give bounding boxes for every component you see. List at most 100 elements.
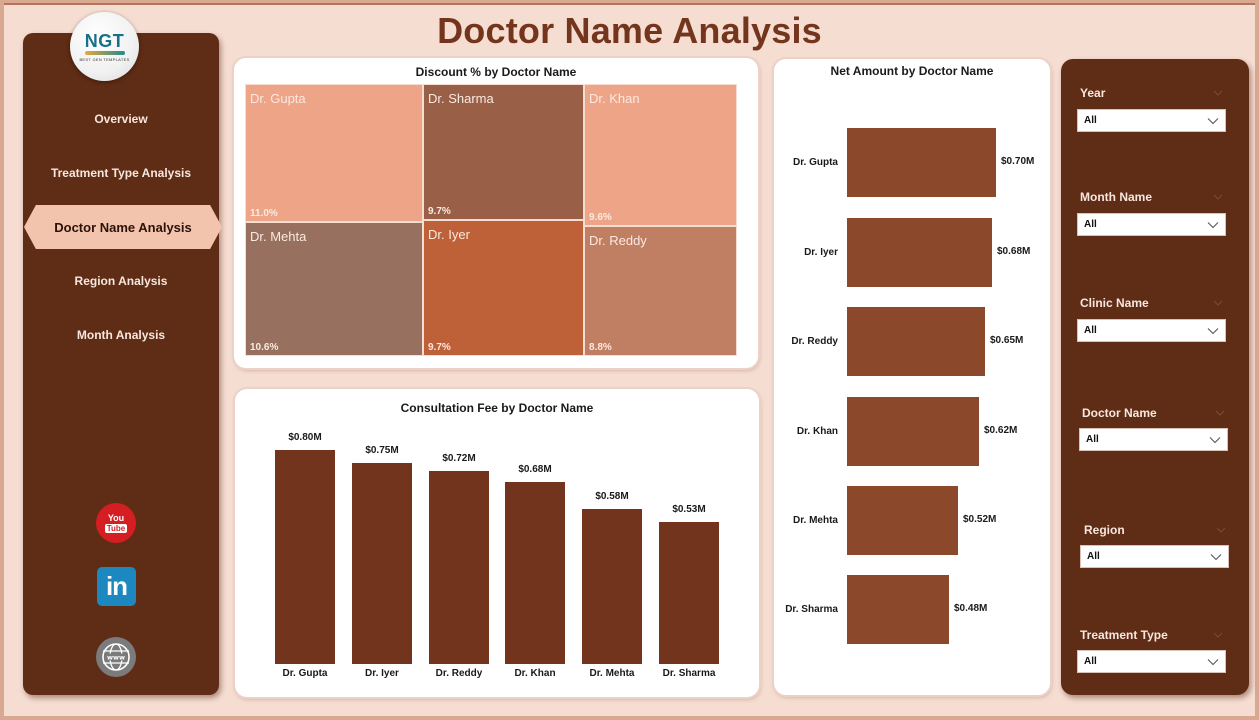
chevron-down-icon [1207,658,1219,665]
treemap-tile-iyer[interactable]: Dr. Iyer 9.7% [423,220,584,356]
bar-value-label: $0.72M [442,453,476,464]
slicer-label-clinic-name: Clinic Name [1080,296,1149,310]
x-axis-label: Dr. Sharma [662,668,716,679]
nav-item-label: Region Analysis [74,274,168,288]
chevron-down-icon [1213,194,1223,200]
bar-dr-mehta[interactable] [582,509,642,664]
filter-panel [1061,59,1249,695]
bar-dr-khan[interactable] [505,482,565,664]
treemap-tile-gupta[interactable]: Dr. Gupta 11.0% [245,84,423,222]
linkedin-text: in [105,571,128,601]
chevron-down-icon [1209,436,1221,443]
tile-value: 9.7% [428,342,451,353]
tile-value: 8.8% [589,342,612,353]
treemap-tile-khan[interactable]: Dr. Khan 9.6% [584,84,737,226]
logo-subtitle: BEST GEN TEMPLATES [79,56,130,62]
chevron-down-icon [1207,221,1219,228]
nav-item-label: Doctor Name Analysis [54,219,192,235]
linkedin-icon[interactable]: in [97,567,136,606]
svg-text:www: www [107,654,125,662]
x-axis-label: Dr. Iyer [365,668,399,679]
bar-dr-sharma[interactable] [847,575,949,644]
chevron-down-icon [1207,327,1219,334]
logo-swoosh-icon [84,50,125,55]
chevron-down-icon [1213,632,1223,638]
bar-dr-reddy[interactable] [847,307,985,376]
bar-value-label: $0.52M [963,514,997,525]
logo-mark: NGT [84,30,125,51]
tile-label: Dr. Mehta [250,229,307,244]
slicer-value: All [1084,656,1097,667]
slicer-doctor-name-dropdown[interactable]: All [1079,428,1228,451]
bar-value-label: $0.53M [672,504,706,515]
tile-value: 11.0% [250,208,278,219]
bar-value-label: $0.65M [990,335,1024,346]
y-axis-label: Dr. Reddy [791,336,838,347]
youtube-text-bottom: Tube [104,523,128,533]
nav-item-month-analysis[interactable]: Month Analysis [23,313,219,357]
slicer-value: All [1087,551,1100,562]
x-axis-label: Dr. Khan [514,668,556,679]
bar-value-label: $0.58M [595,491,629,502]
x-axis-label: Dr. Mehta [589,668,635,679]
chevron-down-icon [1216,527,1226,533]
treemap-tile-sharma[interactable]: Dr. Sharma 9.7% [423,84,584,220]
chevron-down-icon [1215,410,1225,416]
slicer-region-dropdown[interactable]: All [1080,545,1229,568]
chevron-down-icon [1210,553,1222,560]
tile-label: Dr. Reddy [589,233,647,248]
bar-dr-gupta[interactable] [275,450,335,664]
nav-item-overview[interactable]: Overview [23,97,219,141]
y-axis-label: Dr. Gupta [792,157,838,168]
bar-dr-gupta[interactable] [847,128,996,197]
youtube-text-top: You [107,512,125,523]
y-axis-label: Dr. Mehta [792,515,838,526]
slicer-label-year: Year [1080,86,1106,100]
slicer-label-doctor-name: Doctor Name [1082,406,1157,420]
y-axis-label: Dr. Khan [796,426,838,437]
bar-value-label: $0.62M [984,425,1018,436]
slicer-month-name-dropdown[interactable]: All [1077,213,1226,236]
website-globe-icon[interactable]: www [96,637,136,677]
slicer-year-dropdown[interactable]: All [1077,109,1226,132]
tile-label: Dr. Khan [589,91,640,106]
slicer-label-month-name: Month Name [1080,190,1152,204]
tile-label: Dr. Gupta [250,91,306,106]
slicer-value: All [1084,115,1097,126]
y-axis-label: Dr. Sharma [785,604,838,615]
bar-value-label: $0.80M [288,432,322,443]
bar-dr-mehta[interactable] [847,486,958,555]
bar-value-label: $0.75M [365,445,399,456]
page-title: Doctor Name Analysis [437,10,822,51]
bar-dr-iyer[interactable] [352,463,412,664]
bar-dr-iyer[interactable] [847,218,992,287]
bar-dr-khan[interactable] [847,397,979,466]
ngt-logo: NGT BEST GEN TEMPLATES [70,12,139,81]
chevron-down-icon [1213,300,1223,306]
chart-title: Consultation Fee by Doctor Name [400,401,594,415]
x-axis-label: Dr. Reddy [435,668,483,679]
slicer-clinic-name-dropdown[interactable]: All [1077,319,1226,342]
treemap-tile-mehta[interactable]: Dr. Mehta 10.6% [245,222,423,356]
chart-title: Discount % by Doctor Name [415,65,577,79]
tile-label: Dr. Iyer [428,227,470,242]
bar-value-label: $0.68M [997,246,1031,257]
nav-item-doctor-name-analysis[interactable]: Doctor Name Analysis [24,205,222,249]
treemap-tile-reddy[interactable]: Dr. Reddy 8.8% [584,226,737,356]
tile-label: Dr. Sharma [428,91,494,106]
bar-dr-reddy[interactable] [429,471,489,664]
y-axis-label: Dr. Iyer [804,247,838,258]
slicer-label-region: Region [1084,523,1125,537]
youtube-icon[interactable]: You Tube [96,503,136,543]
bar-value-label: $0.68M [518,464,552,475]
nav-item-label: Overview [94,112,148,126]
slicer-treatment-type-dropdown[interactable]: All [1077,650,1226,673]
bar-value-label: $0.48M [954,603,988,614]
tile-value: 9.7% [428,206,451,217]
slicer-value: All [1086,434,1099,445]
slicer-label-treatment-type: Treatment Type [1080,628,1168,642]
nav-item-region-analysis[interactable]: Region Analysis [23,259,219,303]
nav-item-treatment-type-analysis[interactable]: Treatment Type Analysis [23,151,219,195]
x-axis-label: Dr. Gupta [282,668,328,679]
bar-dr-sharma[interactable] [659,522,719,664]
